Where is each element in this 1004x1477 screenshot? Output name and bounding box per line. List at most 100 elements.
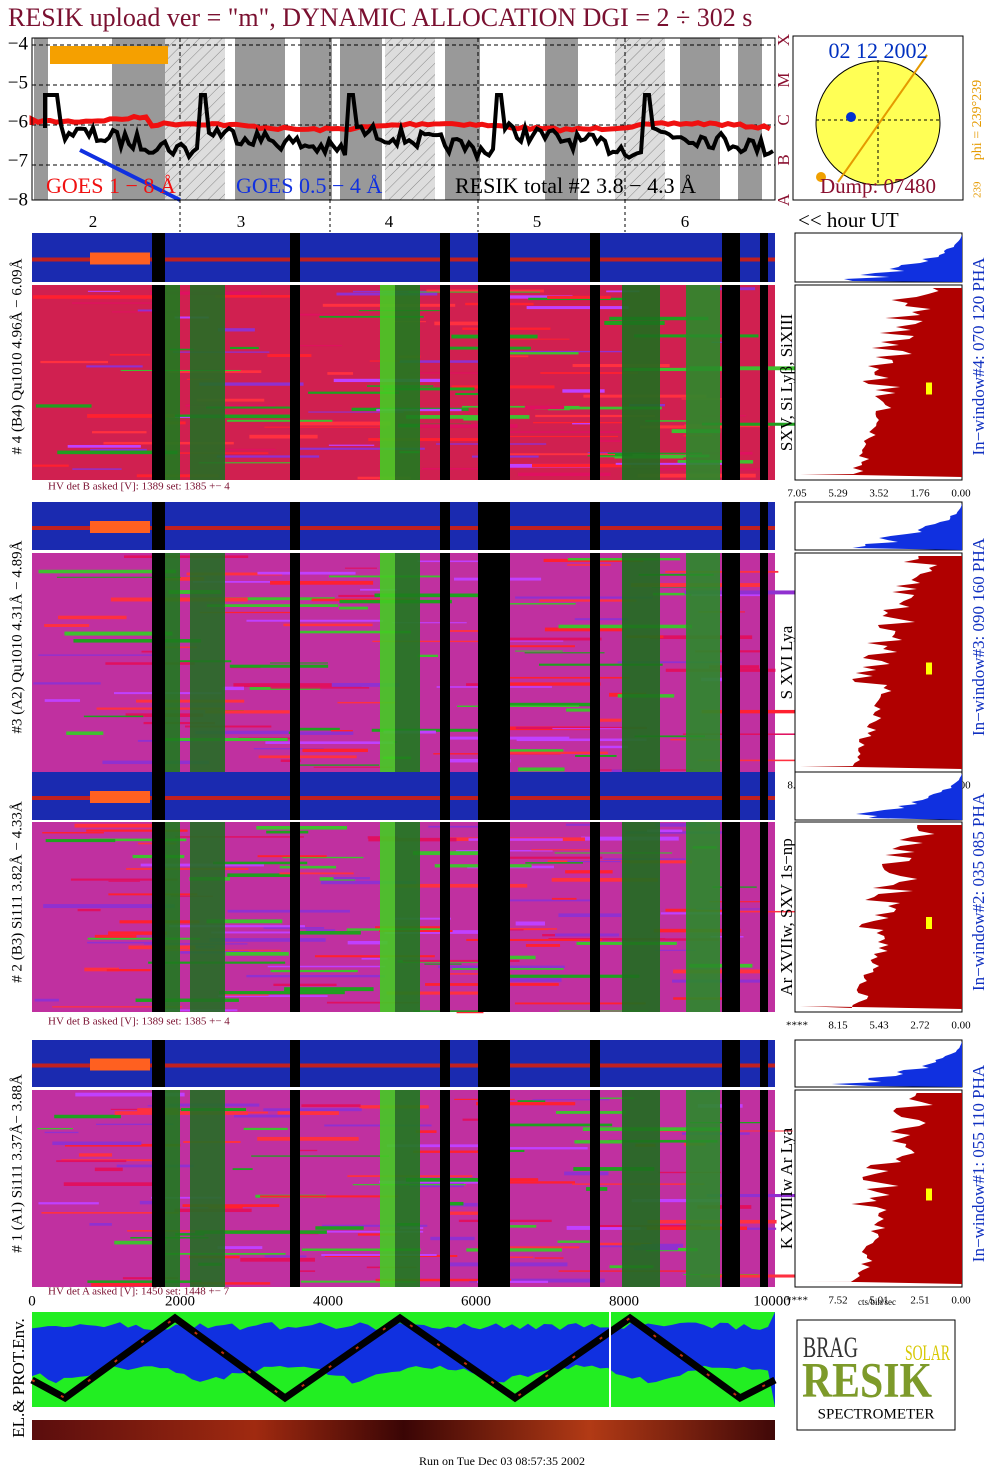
streak bbox=[337, 701, 396, 704]
streak bbox=[623, 367, 739, 372]
streak bbox=[466, 938, 602, 942]
streak bbox=[86, 829, 188, 832]
streak bbox=[498, 749, 564, 753]
streak bbox=[547, 295, 611, 299]
streak bbox=[251, 1155, 390, 1157]
gap bbox=[760, 233, 768, 282]
thumb-hot bbox=[90, 252, 150, 265]
hist-main bbox=[800, 288, 962, 477]
thumb-line bbox=[32, 526, 775, 530]
streak bbox=[264, 426, 387, 428]
streak bbox=[218, 995, 328, 998]
streak bbox=[96, 1123, 174, 1126]
streak bbox=[282, 856, 364, 859]
streak bbox=[466, 683, 489, 686]
gap bbox=[760, 822, 768, 1012]
streak bbox=[515, 921, 545, 926]
gap bbox=[478, 822, 510, 1012]
streak bbox=[500, 1225, 537, 1228]
streak bbox=[52, 1006, 182, 1008]
hist-thumb bbox=[843, 235, 962, 282]
streak bbox=[518, 767, 565, 772]
gap bbox=[590, 822, 600, 1012]
gap bbox=[152, 1040, 165, 1087]
dump: Dump: 07480 bbox=[820, 174, 936, 198]
goes-long bbox=[29, 113, 772, 134]
gap bbox=[760, 772, 768, 820]
streak bbox=[706, 1193, 797, 1198]
streak bbox=[498, 350, 624, 353]
streak bbox=[321, 1224, 428, 1227]
hist-tick-label: 7.05 bbox=[787, 488, 807, 500]
streak bbox=[109, 353, 151, 356]
streak bbox=[54, 1114, 121, 1119]
streak bbox=[344, 567, 377, 569]
streak bbox=[413, 1150, 493, 1153]
streak bbox=[253, 748, 324, 750]
streak bbox=[91, 1283, 157, 1287]
streak bbox=[503, 295, 573, 299]
hist-marker bbox=[926, 662, 932, 675]
y-tick-label: −8 bbox=[8, 189, 28, 210]
panels: HV det B asked [V]: 1389 set: 1385 +− 4 #… bbox=[9, 232, 988, 1307]
x-tick-label: 8000 bbox=[609, 1293, 639, 1309]
hist-marker bbox=[926, 1188, 932, 1201]
streak bbox=[324, 1124, 432, 1127]
hv-label: HV det B asked [V]: 1389 set: 1385 +− 4 bbox=[48, 481, 230, 493]
streak bbox=[698, 611, 745, 613]
legend-entry: RESIK total #2 3.8 − 4.3 Å bbox=[455, 173, 696, 198]
streak bbox=[566, 708, 594, 712]
gray-band bbox=[235, 38, 285, 200]
streak bbox=[469, 1278, 605, 1283]
streak bbox=[419, 424, 518, 428]
streak bbox=[92, 431, 147, 434]
streak bbox=[106, 968, 151, 972]
streak bbox=[697, 1104, 743, 1108]
band bbox=[686, 1090, 720, 1287]
streak bbox=[466, 1248, 562, 1252]
streak bbox=[700, 1274, 807, 1278]
streak bbox=[408, 372, 509, 374]
streak bbox=[135, 998, 239, 1002]
streak bbox=[300, 1280, 417, 1283]
gap bbox=[440, 822, 450, 1012]
streak bbox=[665, 570, 779, 573]
streak bbox=[315, 1226, 364, 1230]
gap bbox=[440, 772, 450, 820]
streak bbox=[421, 467, 517, 470]
gap bbox=[152, 285, 165, 480]
streak bbox=[477, 453, 616, 456]
streak bbox=[208, 1204, 243, 1209]
gap bbox=[152, 233, 165, 282]
gap bbox=[478, 772, 510, 820]
streak bbox=[87, 937, 201, 940]
streak bbox=[137, 309, 165, 312]
streak bbox=[483, 435, 618, 438]
streak bbox=[372, 640, 483, 643]
streak bbox=[608, 1139, 718, 1143]
band bbox=[190, 822, 225, 1012]
streak bbox=[507, 974, 640, 978]
hist-thumb bbox=[831, 1042, 962, 1087]
streak bbox=[379, 1180, 467, 1183]
phi-value: 239 bbox=[972, 181, 984, 198]
streak bbox=[328, 444, 375, 446]
gap bbox=[440, 233, 450, 282]
streak bbox=[90, 448, 147, 452]
streak bbox=[514, 1002, 646, 1005]
thumb-hot bbox=[90, 521, 150, 533]
streak bbox=[321, 1253, 437, 1256]
streak bbox=[308, 391, 400, 394]
streak bbox=[42, 831, 104, 834]
streak bbox=[347, 940, 388, 945]
streak bbox=[631, 1198, 721, 1203]
hist-tick-label: 7.52 bbox=[828, 1295, 847, 1307]
band bbox=[395, 1090, 420, 1287]
logo-resik: RESIK bbox=[802, 1351, 932, 1407]
class-label: X bbox=[774, 34, 793, 46]
streak bbox=[45, 839, 116, 843]
streak bbox=[617, 661, 723, 664]
hour-tick-label: 4 bbox=[385, 212, 394, 231]
streak bbox=[515, 726, 647, 730]
streak bbox=[598, 440, 624, 442]
